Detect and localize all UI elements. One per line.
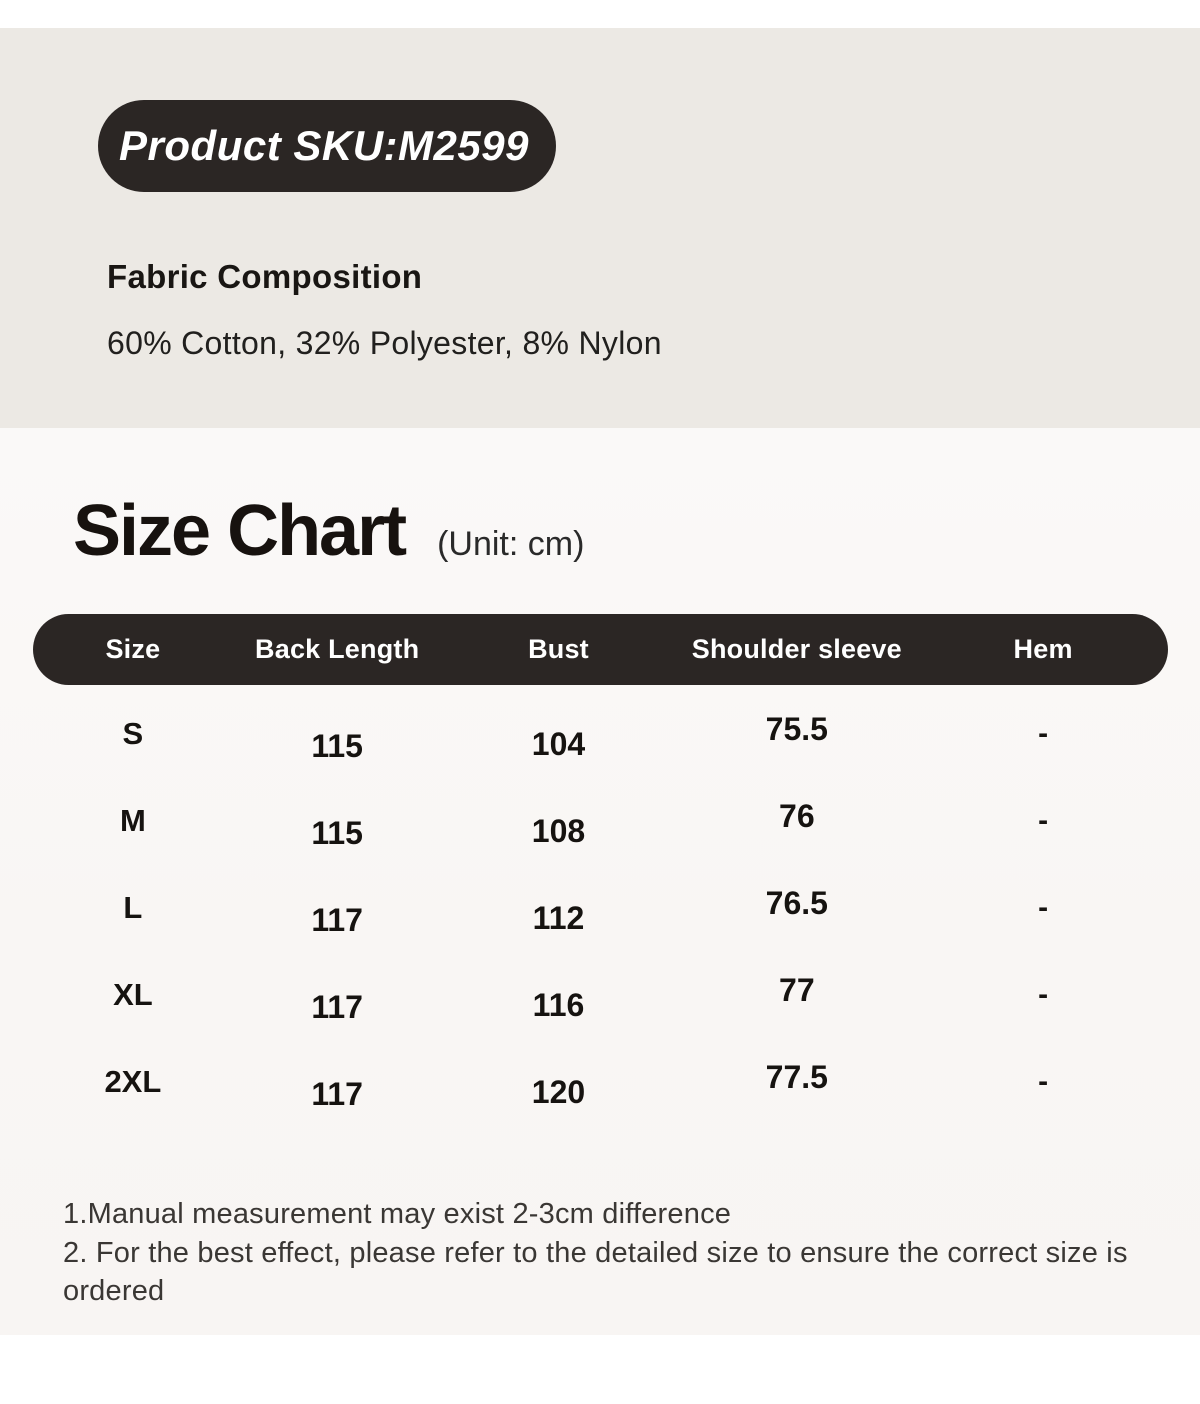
size-table-body: S 115 104 75.5 - M 115 108 76 - L 117 11… xyxy=(33,690,1168,1125)
size-table: Size Back Length Bust Shoulder sleeve He… xyxy=(33,614,1168,1125)
measurement-notes: 1.Manual measurement may exist 2-3cm dif… xyxy=(63,1195,1200,1310)
bust-value: 112 xyxy=(532,900,585,936)
shoulder-sleeve-value: 76 xyxy=(779,798,815,834)
size-value: S xyxy=(122,715,144,751)
hem-value: - xyxy=(1038,803,1049,837)
back-length-value: 117 xyxy=(311,1076,363,1112)
bust-value: 108 xyxy=(531,813,586,849)
size-chart-title-row: Size Chart (Unit: cm) xyxy=(73,490,584,572)
size-value: XL xyxy=(113,976,153,1012)
size-value: M xyxy=(119,802,146,838)
shoulder-sleeve-value: 77.5 xyxy=(765,1059,828,1095)
note-line-1: 1.Manual measurement may exist 2-3cm dif… xyxy=(63,1198,732,1230)
top-white-strip xyxy=(0,0,1200,28)
back-length-value: 115 xyxy=(311,815,363,851)
table-row-l: L 117 112 76.5 - xyxy=(33,864,1168,951)
size-chart-unit-label: (Unit: cm) xyxy=(437,525,585,563)
size-chart-title: Size Chart xyxy=(73,491,407,571)
sku-badge-label: Product SKU:M2599 xyxy=(119,122,529,169)
size-chart-section: Size Chart (Unit: cm) Size Back Length B… xyxy=(0,428,1200,1335)
bust-value: 120 xyxy=(531,1074,586,1110)
bust-value: 116 xyxy=(532,987,585,1023)
hem-value: - xyxy=(1038,716,1049,750)
hem-value: - xyxy=(1038,1064,1049,1098)
hem-value: - xyxy=(1038,977,1049,1011)
product-info-section: Product SKU:M2599 Fabric Composition 60%… xyxy=(0,28,1200,428)
fabric-composition-heading: Fabric Composition xyxy=(107,258,423,295)
column-header-hem: Hem xyxy=(1013,634,1073,664)
note-line-2: 2. For the best effect, please refer to … xyxy=(63,1237,1128,1307)
table-row-2xl: 2XL 117 120 77.5 - xyxy=(33,1038,1168,1125)
column-header-bust: Bust xyxy=(528,634,589,664)
column-header-back-length: Back Length xyxy=(255,634,420,664)
sku-badge: Product SKU:M2599 xyxy=(98,100,556,192)
size-value: 2XL xyxy=(104,1063,162,1099)
back-length-value: 117 xyxy=(311,902,363,938)
table-row-xl: XL 117 116 77 - xyxy=(33,951,1168,1038)
hem-value: - xyxy=(1038,890,1049,924)
table-row-m: M 115 108 76 - xyxy=(33,777,1168,864)
size-table-header: Size Back Length Bust Shoulder sleeve He… xyxy=(33,614,1168,685)
bottom-white-strip xyxy=(0,1335,1200,1404)
column-header-shoulder-sleeve: Shoulder sleeve xyxy=(691,634,902,664)
fabric-composition-value: 60% Cotton, 32% Polyester, 8% Nylon xyxy=(107,325,662,361)
column-header-size: Size xyxy=(105,634,161,664)
size-value: L xyxy=(123,889,143,925)
shoulder-sleeve-value: 76.5 xyxy=(765,885,828,921)
back-length-value: 115 xyxy=(311,728,363,764)
shoulder-sleeve-value: 75.5 xyxy=(765,711,828,747)
back-length-value: 117 xyxy=(311,989,363,1025)
shoulder-sleeve-value: 77 xyxy=(779,972,815,1008)
table-row-s: S 115 104 75.5 - xyxy=(33,690,1168,777)
bust-value: 104 xyxy=(531,726,586,762)
